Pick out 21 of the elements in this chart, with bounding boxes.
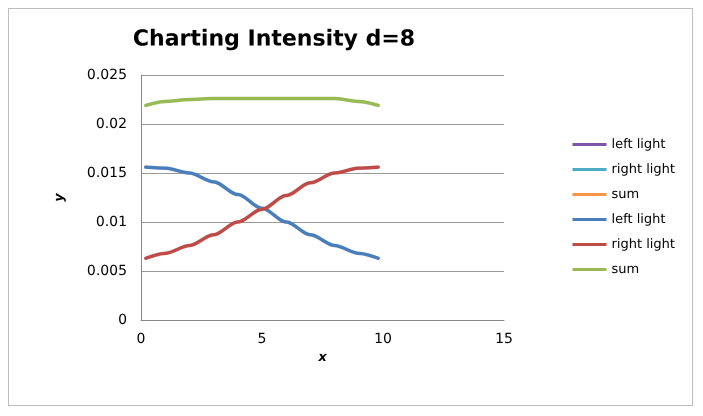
line-series bbox=[144, 165, 380, 260]
legend-label: sum bbox=[612, 187, 640, 202]
y-tick-label: 0.025 bbox=[86, 67, 127, 83]
legend-label: left light bbox=[612, 212, 666, 227]
y-tick-label: 0.005 bbox=[86, 263, 127, 279]
chart-title: Charting Intensity d=8 bbox=[132, 26, 416, 52]
x-tick-label: 0 bbox=[136, 331, 146, 347]
legend-label: sum bbox=[612, 262, 640, 277]
x-tick-label: 15 bbox=[495, 331, 513, 347]
x-tick-label: 5 bbox=[258, 331, 266, 347]
x-axis-title: x bbox=[317, 350, 328, 365]
y-tick-label: 0.015 bbox=[86, 165, 127, 181]
legend-label: right light bbox=[612, 162, 676, 177]
y-axis-title: y bbox=[52, 192, 67, 202]
x-tick-label: 10 bbox=[374, 331, 392, 347]
y-tick-label: 0.01 bbox=[96, 214, 127, 230]
y-tick-label: 0 bbox=[118, 312, 127, 328]
legend-label: left light bbox=[612, 137, 666, 152]
y-tick-label: 0.02 bbox=[96, 116, 127, 132]
line-series bbox=[144, 96, 380, 108]
legend-label: right light bbox=[612, 237, 676, 252]
